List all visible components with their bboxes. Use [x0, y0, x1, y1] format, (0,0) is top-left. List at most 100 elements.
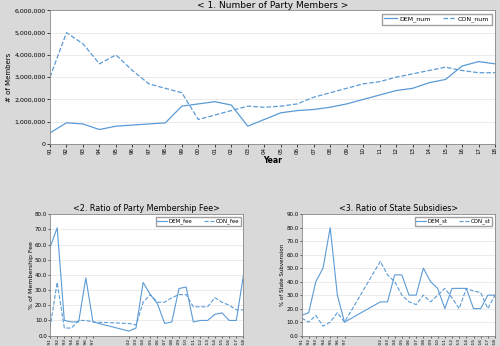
CON_st	[464, 286, 469, 290]
CON_st	[434, 293, 440, 297]
CON_st	[485, 307, 491, 311]
CON_num	[327, 91, 333, 95]
CON_st	[378, 259, 384, 263]
Title: <2. Ratio of Party Membership Fee>: <2. Ratio of Party Membership Fee>	[74, 204, 220, 213]
CON_fee	[54, 280, 60, 284]
DEM_num	[442, 78, 448, 82]
CON_st	[399, 293, 405, 297]
CON_num	[410, 72, 416, 76]
DEM_num	[492, 62, 498, 66]
Line: DEM_st: DEM_st	[302, 228, 495, 322]
CON_fee	[183, 293, 189, 297]
DEM_num	[294, 109, 300, 113]
DEM_fee	[169, 320, 175, 324]
CON_fee	[190, 305, 196, 309]
CON_num	[426, 69, 432, 73]
DEM_num	[410, 86, 416, 90]
CON_st	[413, 302, 419, 307]
Y-axis label: # of Members: # of Members	[6, 53, 12, 102]
CON_st	[384, 273, 390, 277]
CON_num	[393, 75, 399, 79]
CON_st	[327, 320, 333, 324]
CON_num	[360, 82, 366, 86]
CON_num	[245, 104, 251, 108]
DEM_num	[80, 122, 86, 126]
DEM_fee	[198, 318, 203, 322]
DEM_fee	[90, 320, 96, 324]
CON_num	[278, 104, 283, 108]
CON_fee	[140, 300, 146, 304]
DEM_st	[384, 300, 390, 304]
CON_st	[478, 290, 484, 294]
CON_fee	[76, 318, 82, 322]
DEM_num	[179, 104, 185, 108]
CON_fee	[47, 326, 53, 330]
DEM_num	[64, 121, 70, 125]
CON_st	[320, 324, 326, 328]
X-axis label: Year: Year	[263, 156, 282, 165]
DEM_num	[278, 111, 283, 115]
CON_fee	[148, 293, 154, 297]
CON_num	[80, 42, 86, 46]
DEM_fee	[212, 312, 218, 317]
CON_num	[130, 69, 136, 73]
DEM_st	[334, 293, 340, 297]
DEM_num	[376, 93, 382, 97]
CON_fee	[162, 300, 168, 304]
DEM_num	[344, 102, 349, 106]
CON_st	[428, 300, 434, 304]
Y-axis label: % of Membership Fee: % of Membership Fee	[28, 241, 34, 309]
DEM_fee	[126, 329, 132, 333]
CON_st	[449, 296, 455, 300]
DEM_st	[327, 226, 333, 230]
CON_num	[294, 102, 300, 106]
Line: CON_st: CON_st	[302, 261, 495, 326]
DEM_st	[399, 273, 405, 277]
Line: CON_fee: CON_fee	[50, 282, 244, 328]
CON_num	[146, 82, 152, 86]
DEM_fee	[54, 226, 60, 230]
CON_fee	[126, 321, 132, 326]
DEM_fee	[190, 320, 196, 324]
DEM_num	[146, 122, 152, 126]
DEM_num	[96, 127, 102, 131]
CON_num	[442, 65, 448, 69]
DEM_fee	[234, 318, 239, 322]
Legend: DEM_num, CON_num: DEM_num, CON_num	[382, 13, 492, 25]
DEM_st	[406, 293, 412, 297]
CON_fee	[198, 305, 203, 309]
Legend: DEM_fee, CON_fee: DEM_fee, CON_fee	[156, 217, 240, 226]
DEM_st	[378, 300, 384, 304]
DEM_st	[470, 307, 476, 311]
DEM_st	[313, 280, 319, 284]
CON_fee	[219, 300, 225, 304]
CON_st	[420, 293, 426, 297]
DEM_num	[310, 107, 316, 111]
DEM_st	[478, 307, 484, 311]
CON_num	[476, 71, 482, 75]
Line: CON_num: CON_num	[50, 33, 495, 119]
CON_num	[162, 86, 168, 90]
CON_num	[64, 30, 70, 35]
DEM_st	[434, 286, 440, 290]
DEM_st	[420, 266, 426, 270]
CON_fee	[133, 323, 139, 327]
Y-axis label: % of State Subvension: % of State Subvension	[280, 244, 285, 306]
DEM_num	[327, 105, 333, 109]
CON_num	[47, 75, 53, 79]
CON_fee	[212, 295, 218, 300]
DEM_fee	[133, 326, 139, 330]
DEM_num	[476, 60, 482, 64]
CON_st	[406, 300, 412, 304]
CON_num	[344, 86, 349, 90]
Title: < 1. Number of Party Members >: < 1. Number of Party Members >	[197, 1, 348, 10]
CON_fee	[226, 303, 232, 307]
DEM_st	[456, 286, 462, 290]
DEM_num	[426, 81, 432, 85]
DEM_st	[392, 273, 398, 277]
DEM_st	[428, 280, 434, 284]
DEM_fee	[76, 320, 82, 324]
DEM_num	[196, 102, 202, 106]
CON_num	[262, 105, 268, 109]
CON_num	[459, 69, 465, 73]
